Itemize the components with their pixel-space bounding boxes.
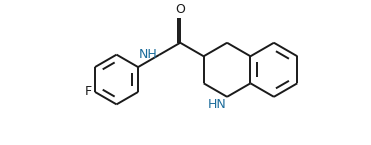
Text: O: O <box>175 3 185 16</box>
Text: HN: HN <box>208 98 226 111</box>
Text: NH: NH <box>139 48 157 61</box>
Text: F: F <box>85 85 92 98</box>
